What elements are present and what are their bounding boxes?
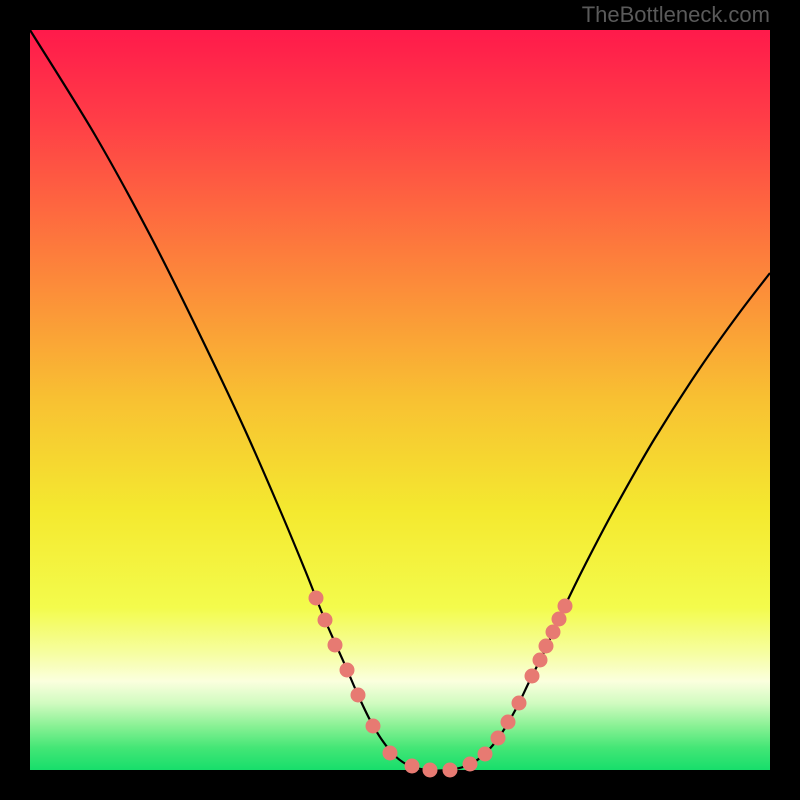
data-marker [501,715,515,729]
data-marker [539,639,553,653]
data-marker [558,599,572,613]
data-marker [366,719,380,733]
data-marker [328,638,342,652]
data-marker [309,591,323,605]
chart-container: TheBottleneck.com [0,0,800,800]
data-marker [552,612,566,626]
data-marker [525,669,539,683]
watermark-text: TheBottleneck.com [582,2,770,28]
data-marker [318,613,332,627]
data-marker [351,688,365,702]
data-marker [423,763,437,777]
data-marker [340,663,354,677]
data-marker [546,625,560,639]
data-marker [383,746,397,760]
data-marker [463,757,477,771]
data-marker [491,731,505,745]
data-marker [533,653,547,667]
bottleneck-curve [30,30,770,771]
data-marker [512,696,526,710]
chart-overlay [0,0,800,800]
data-marker [405,759,419,773]
data-marker [478,747,492,761]
data-marker [443,763,457,777]
